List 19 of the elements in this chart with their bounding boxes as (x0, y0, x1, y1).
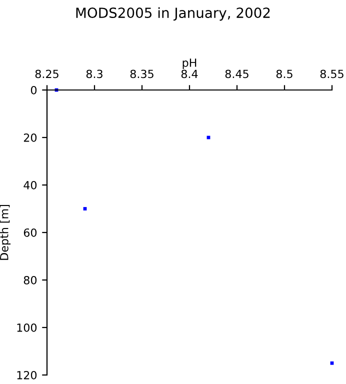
y-axis-title: Depth [m] (0, 205, 11, 260)
y-tick-label: 40 (24, 180, 37, 190)
x-tick-label: 8.35 (130, 70, 154, 78)
x-axis-title: pH (182, 58, 196, 70)
x-tick-label: 8.25 (35, 70, 58, 78)
x-tick-label: 8.45 (225, 70, 248, 78)
y-tick-label: 0 (30, 86, 37, 94)
point (83, 207, 87, 210)
x-tick-label: 8.5 (276, 70, 292, 78)
chart-title: MODS2005 in January, 2002 (76, 7, 270, 21)
y-tick-label: 100 (17, 323, 37, 332)
x-tick-label: 8.4 (181, 70, 198, 78)
x-tick-label: 8.3 (86, 70, 102, 78)
x-tick-label: 8.55 (320, 70, 344, 78)
y-tick-label: 80 (24, 276, 37, 284)
point (330, 361, 334, 365)
y-tick-label: 60 (24, 228, 37, 237)
y-tick-label: 20 (24, 133, 37, 142)
y-tick-label: 120 (17, 370, 37, 380)
